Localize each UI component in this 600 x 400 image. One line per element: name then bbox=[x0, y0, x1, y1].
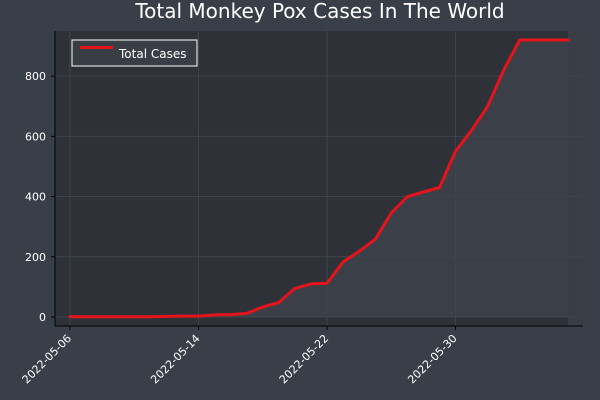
area-fill bbox=[70, 40, 568, 317]
y-tick-label: 800 bbox=[25, 70, 46, 83]
series-line-total-cases bbox=[68, 38, 570, 319]
plot-right-strip bbox=[568, 31, 583, 326]
y-tick-label: 0 bbox=[39, 311, 46, 324]
y-tick-label: 200 bbox=[25, 251, 46, 264]
y-tick-label: 600 bbox=[25, 130, 46, 143]
legend-box bbox=[71, 39, 198, 67]
legend-label: Total Cases bbox=[118, 47, 186, 61]
y-tick-label: 400 bbox=[25, 191, 46, 204]
chart-title: Total Monkey Pox Cases In The World bbox=[134, 0, 504, 23]
